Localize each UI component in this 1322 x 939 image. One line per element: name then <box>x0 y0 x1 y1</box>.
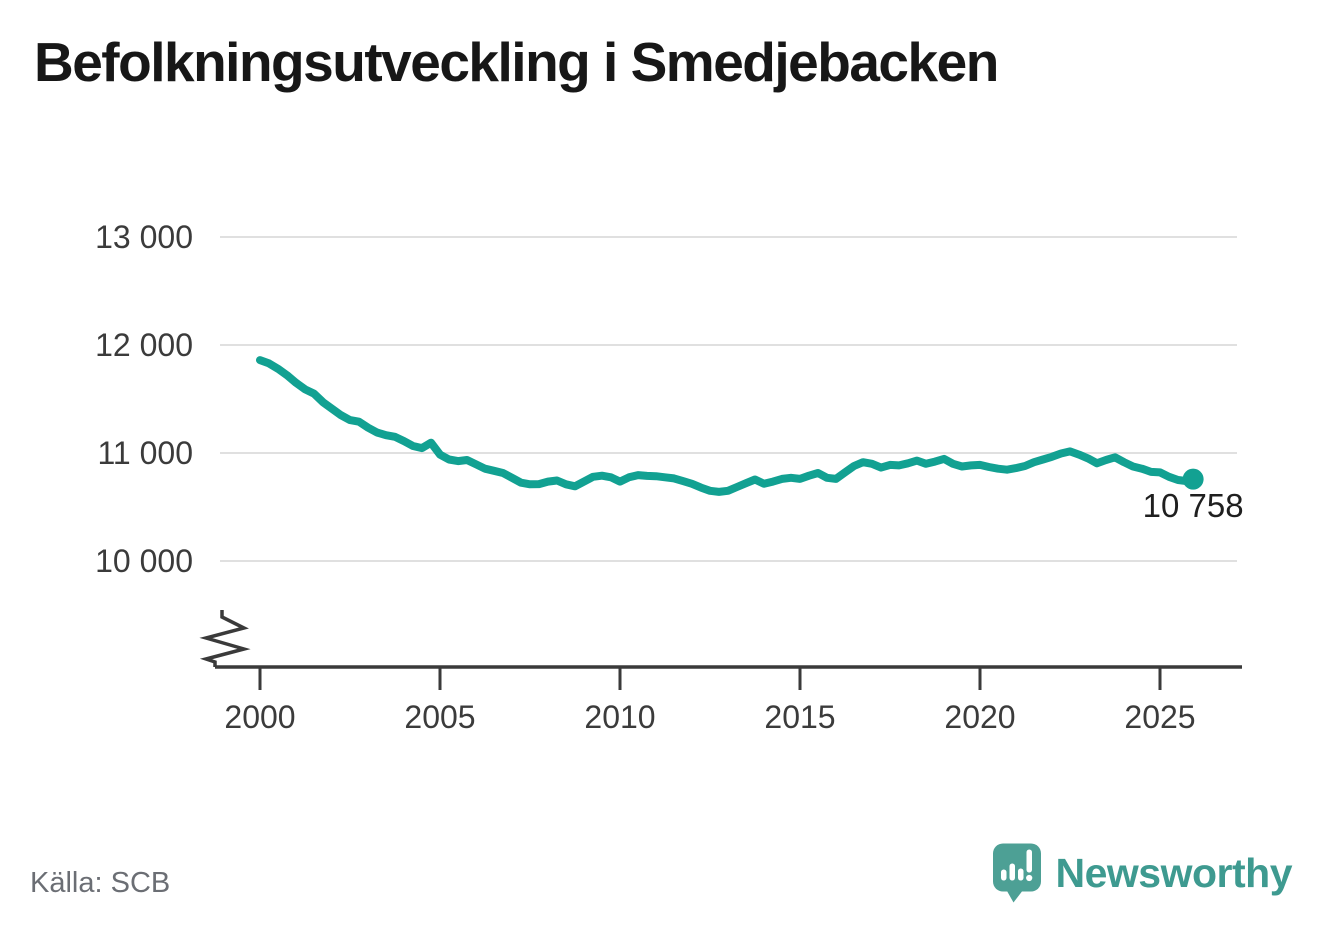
x-axis-tick-label: 2005 <box>404 699 475 735</box>
population-series-line <box>256 356 1198 496</box>
y-axis-break-icon <box>199 610 251 667</box>
endpoint-value-label: 10 758 <box>1143 487 1244 524</box>
y-axis-tick-label: 11 000 <box>98 435 194 471</box>
y-axis-tick-label: 13 000 <box>95 219 193 255</box>
chart-title: Befolkningsutveckling i Smedjebacken <box>34 31 999 93</box>
x-axis-tick-label: 2010 <box>584 699 655 735</box>
newsworthy-logo-text: Newsworthy <box>1055 850 1293 896</box>
y-axis-tick-label: 10 000 <box>95 543 193 579</box>
x-axis-tick-label: 2025 <box>1124 699 1195 735</box>
x-axis-tick-label: 2015 <box>764 699 835 735</box>
newsworthy-branding: Newsworthy <box>992 842 1293 905</box>
source-note: Källa: SCB <box>30 867 171 899</box>
x-axis-tick-label: 2020 <box>944 699 1015 735</box>
x-axis-tick-label: 2000 <box>224 699 295 735</box>
endpoint-marker <box>1182 468 1204 490</box>
y-axis-tick-label: 12 000 <box>95 327 193 363</box>
newsworthy-logo-icon <box>992 843 1041 903</box>
